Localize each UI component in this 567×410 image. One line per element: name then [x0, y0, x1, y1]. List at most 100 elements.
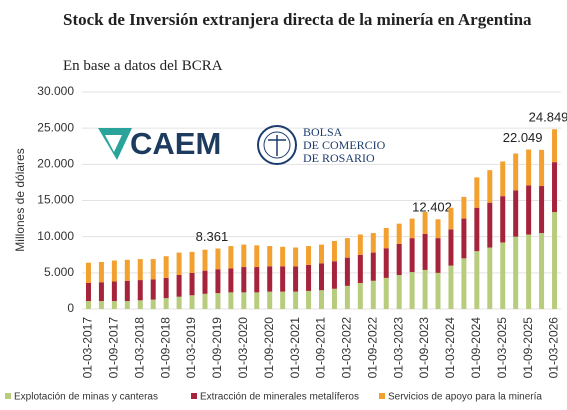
- bar: [370, 252, 376, 281]
- y-tick-label: 15.000: [37, 193, 74, 207]
- chart-title: Stock de Inversión extranjera directa de…: [63, 10, 532, 29]
- bar: [319, 290, 324, 309]
- y-tick-label: 25.000: [37, 120, 74, 134]
- bar: [150, 299, 156, 309]
- bar: [215, 269, 221, 294]
- bar: [280, 266, 286, 292]
- bar: [344, 238, 350, 258]
- bar: [474, 177, 480, 208]
- bar: [344, 285, 350, 309]
- bar: [293, 247, 299, 267]
- bar: [539, 149, 545, 187]
- x-tick-label: 01-03-2018: [132, 317, 146, 379]
- bar: [124, 280, 130, 302]
- bar: [267, 266, 273, 292]
- legend-label: Explotación de minas y canteras: [14, 392, 158, 403]
- legend-swatch: [379, 393, 385, 399]
- bar: [254, 245, 260, 268]
- bar: [396, 243, 402, 276]
- bar: [202, 270, 208, 294]
- bar: [267, 291, 273, 309]
- bar: [487, 247, 493, 309]
- bar: [370, 233, 376, 253]
- bar: [111, 301, 117, 309]
- bar: [202, 249, 208, 271]
- bar: [409, 272, 415, 309]
- bar: [461, 196, 467, 219]
- bar: [396, 275, 402, 309]
- x-tick-label: 01-09-2018: [158, 317, 172, 379]
- x-tick-label: 01-09-2020: [262, 317, 276, 379]
- bar: [552, 129, 558, 163]
- legend-swatch: [5, 393, 11, 399]
- bar: [513, 236, 519, 309]
- x-tick-label: 01-09-2024: [469, 317, 483, 379]
- bar: [215, 248, 221, 270]
- bar: [98, 301, 104, 309]
- bar: [383, 277, 389, 309]
- bar: [448, 207, 454, 230]
- bar: [306, 290, 312, 309]
- bar: [422, 269, 428, 309]
- bar: [85, 262, 91, 283]
- bcr-emblem: [263, 131, 291, 159]
- y-tick-label: 5.000: [44, 265, 74, 279]
- bar: [448, 265, 454, 309]
- bar: [267, 246, 273, 267]
- bar: [552, 212, 558, 309]
- bar: [98, 261, 104, 283]
- bar: [448, 229, 454, 266]
- y-tick-label: 20.000: [37, 157, 74, 171]
- x-tick-label: 01-09-2019: [210, 317, 224, 379]
- bar: [85, 301, 91, 309]
- bar: [461, 258, 467, 309]
- bar: [396, 223, 402, 244]
- bar: [539, 186, 545, 234]
- bar: [241, 292, 247, 309]
- bar: [331, 261, 337, 289]
- bar: [137, 300, 143, 309]
- bar: [228, 246, 234, 269]
- bar: [383, 248, 389, 278]
- bar: [228, 268, 234, 293]
- bar: [357, 254, 363, 283]
- legend-label: Extracción de minerales metalíferos: [200, 392, 359, 403]
- x-tick-label: 01-09-2022: [365, 317, 379, 379]
- x-tick-label: 01-03-2020: [236, 317, 250, 379]
- bcr-text: BOLSA: [303, 125, 343, 139]
- bar: [435, 238, 441, 273]
- bar: [241, 244, 247, 268]
- bar: [163, 277, 169, 299]
- bar: [357, 282, 363, 309]
- caem-logo: CAEM: [98, 126, 221, 161]
- bar: [254, 292, 260, 309]
- x-tick-label: 01-03-2019: [184, 317, 198, 379]
- bar: [474, 251, 480, 309]
- bar: [526, 149, 532, 186]
- bar: [189, 251, 195, 273]
- bar: [189, 295, 195, 309]
- x-tick-label: 01-03-2024: [443, 317, 457, 379]
- legend-label: Servicios de apoyo para la minería: [388, 392, 542, 403]
- total-label: 22.049: [503, 130, 543, 145]
- x-tick-label: 01-03-2022: [340, 317, 354, 379]
- bar: [500, 161, 506, 197]
- bar: [215, 293, 221, 309]
- bar: [409, 218, 415, 239]
- caem-text: CAEM: [130, 126, 221, 161]
- total-label: 8.361: [196, 229, 229, 244]
- x-tick-label: 01-09-2023: [417, 317, 431, 379]
- bar: [526, 185, 532, 235]
- bar: [383, 227, 389, 249]
- bar: [163, 298, 169, 309]
- y-axis-label: Millones de dólares: [13, 148, 27, 251]
- x-tick-label: 01-09-2021: [314, 317, 328, 379]
- bar: [513, 153, 519, 191]
- bar: [176, 275, 182, 297]
- bar: [137, 280, 143, 301]
- bar: [124, 259, 130, 281]
- bar: [111, 260, 117, 282]
- bar: [176, 296, 182, 309]
- bar: [150, 259, 156, 280]
- bcr-emblem: [257, 125, 297, 165]
